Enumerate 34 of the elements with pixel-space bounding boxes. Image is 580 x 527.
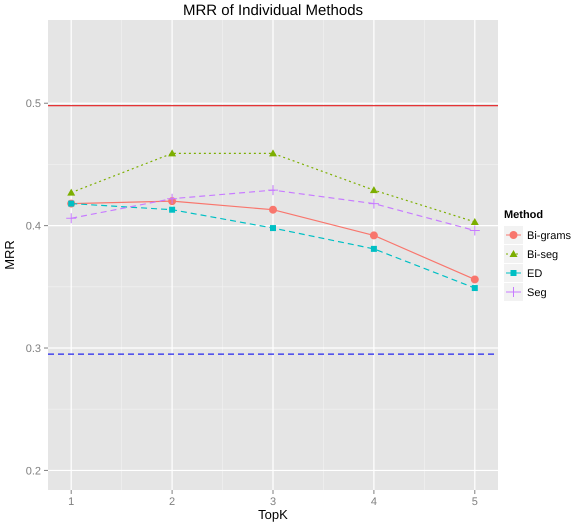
point xyxy=(472,285,478,292)
point xyxy=(368,198,380,210)
legend-label: ED xyxy=(527,268,542,280)
legend-label: Seg xyxy=(527,287,547,299)
x-tick-label: 1 xyxy=(68,496,74,508)
chart-title: MRR of Individual Methods xyxy=(182,2,364,19)
y-tick-label: 0.3 xyxy=(26,342,41,355)
point xyxy=(67,188,76,196)
point xyxy=(168,149,176,156)
legend-label: Bi-grams xyxy=(527,230,572,242)
point xyxy=(269,206,277,214)
y-axis-title: MRR xyxy=(2,240,17,270)
x-tick-label: 3 xyxy=(270,496,276,508)
x-tick-label: 5 xyxy=(472,496,478,508)
point xyxy=(469,225,480,236)
x-tick-label: 2 xyxy=(169,496,176,508)
point xyxy=(268,184,278,196)
point xyxy=(270,225,276,232)
point xyxy=(370,231,378,240)
x-axis-title: TopK xyxy=(258,507,288,522)
legend-label: Bi-seg xyxy=(527,249,558,261)
point xyxy=(269,149,277,156)
y-tick-label: 0.2 xyxy=(26,465,41,478)
point xyxy=(470,218,479,225)
point xyxy=(370,186,378,194)
point xyxy=(370,246,377,252)
y-tick-label: 0.5 xyxy=(26,98,41,110)
point xyxy=(169,206,176,213)
point xyxy=(66,212,77,224)
y-tick-label: 0.4 xyxy=(26,220,41,232)
legend-title: Method xyxy=(504,209,544,221)
x-tick-label: 4 xyxy=(370,496,377,508)
point xyxy=(166,193,178,204)
point xyxy=(470,275,479,284)
